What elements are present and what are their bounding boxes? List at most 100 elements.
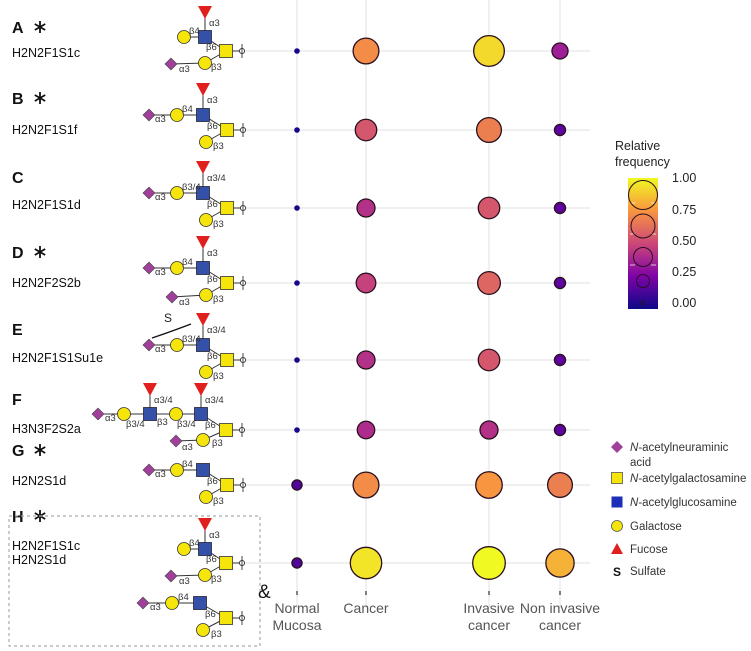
circle-icon [611,520,623,532]
x-tick-label: Cancer [343,600,388,616]
galnac-square-icon [219,611,233,625]
sulfate-label: S [164,311,172,325]
bubble-g-1 [352,471,380,499]
linkage-label: β6 [207,274,218,285]
row-letter: F [12,392,22,409]
bubble-h-3 [545,548,575,578]
galactose-circle-icon [199,365,213,379]
bubble-f-3 [553,423,567,437]
bubble-c-2 [477,196,501,220]
symbol-legend-label: N-acetylneuraminic [630,442,729,454]
asterisk-stroke [34,446,46,454]
bubble-h-1 [349,546,383,580]
linkage-label: β3 [213,496,224,507]
glcnac-square-icon [143,407,157,421]
bubble-a-0 [294,48,300,54]
bubble-d-0 [294,280,300,286]
fucose-triangle-icon [196,83,210,96]
symbol-legend-italic: N [630,442,639,454]
galnac-square-icon [220,201,234,215]
bubble-b-1 [354,118,378,142]
linkage-label: β3/4 [177,419,196,430]
linkage-label: α3 [155,114,166,125]
fucose-triangle-icon [196,161,210,174]
glcnac-square-icon [193,596,207,610]
bubble-b-0 [294,127,300,133]
row-letter: C [12,170,24,187]
linkage-label: β6 [207,121,218,132]
linkage-label: α3 [179,576,190,587]
galnac-square-icon [219,423,233,437]
ampersand: & [258,582,271,603]
symbol-legend-label: Fucose [630,544,668,556]
legend-size-circle [633,247,653,267]
galactose-circle-icon [170,463,184,477]
linkage-label: α3 [105,413,116,424]
linkage-label: α3 [209,18,220,29]
x-tick-label: cancer [539,617,581,633]
linkage-label: β6 [207,351,218,362]
galactose-circle-icon [170,261,184,275]
sulfate-mark [151,323,192,339]
galactose-circle-icon [177,542,191,556]
neuac-diamond-icon [169,434,183,448]
asterisk-icon [34,246,46,258]
symbol-legend-text: -acetylneuraminic [638,442,728,454]
linkage-label: β6 [207,476,218,487]
bubble-b-3 [553,123,567,137]
row-letter: H [12,509,24,526]
fucose-triangle-icon [196,236,210,249]
linkage-label: α3/4 [205,395,224,406]
bubble-a-1 [352,37,380,65]
bubble-e-0 [294,357,300,363]
bubble-f-2 [479,420,499,440]
linkage-label: β6 [205,420,216,431]
asterisk-icon [34,21,46,33]
linkage-label: β3 [213,141,224,152]
linkage-label: α3 [207,95,218,106]
glcnac-square-icon [194,407,208,421]
galnac-square-icon [220,353,234,367]
linkage-label: β4 [182,257,193,268]
symbol-legend-label: N-acetylgalactosamine [630,473,746,485]
glcnac-square-icon [198,542,212,556]
row-letter: A [12,20,24,37]
symbol-legend-label: Galactose [630,521,682,533]
glycan-structure-g: β4 α3 β6 β3 [142,459,247,507]
linkage-label: α3/4 [207,173,226,184]
linkage-label: β6 [206,554,217,565]
bubble-d-3 [553,276,567,290]
neuac-diamond-icon [164,569,178,583]
glycan-name: H2N2F1S1d [12,198,81,212]
galnac-square-icon [220,123,234,137]
row-letter: G [12,443,24,460]
galactose-circle-icon [170,108,184,122]
row-letter: D [12,245,24,262]
legend-size-circle [636,274,650,288]
triangle-icon [611,543,623,554]
linkage-label: β6 [207,199,218,210]
linkage-label: β3/4 [126,419,145,430]
neuac-diamond-icon [142,108,156,122]
bubble-e-2 [477,348,501,372]
square-icon [611,496,623,508]
legend-tick-label: 1.00 [672,171,696,185]
galactose-circle-icon [196,433,210,447]
galactose-circle-icon [198,56,212,70]
bubble-e-1 [356,350,376,370]
symbol-legend-italic: N [630,497,639,509]
linkage-label: α3 [209,530,220,541]
symbol-legend-label-cont: acid [630,457,651,469]
bubble-c-0 [294,205,300,211]
sulfate-icon: S [613,565,621,579]
neuac-diamond-icon [136,596,150,610]
linkage-label: β3 [211,62,222,73]
row-letter: E [12,322,23,339]
glcnac-square-icon [196,108,210,122]
square-icon [611,472,623,484]
legend-size-circle [630,213,656,239]
bubble-h-2 [472,546,506,580]
linkage-label: β3/4 [182,182,201,193]
neuac-diamond-icon [164,57,178,71]
glcnac-square-icon [198,30,212,44]
